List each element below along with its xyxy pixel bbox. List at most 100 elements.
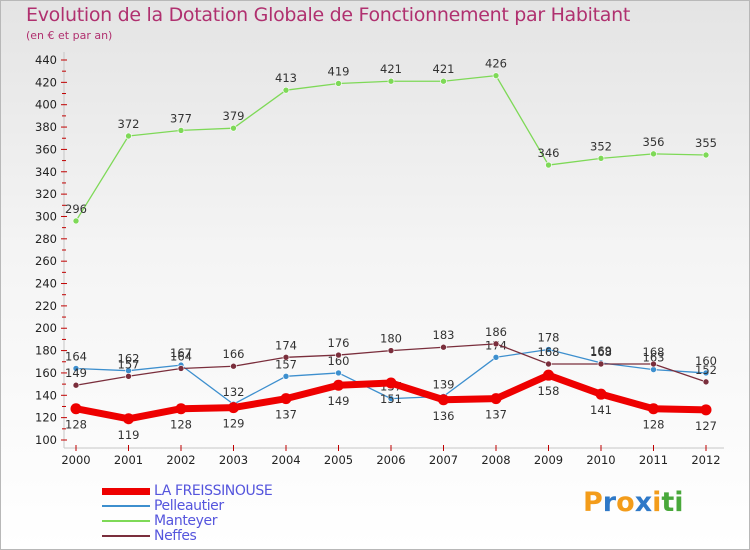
data-point: [282, 86, 290, 94]
data-point: [490, 393, 502, 405]
data-point: [702, 151, 710, 159]
y-tick-label: 420: [35, 75, 57, 89]
data-point: [387, 347, 395, 354]
data-point: [702, 378, 710, 386]
proxiti-logo: Proxiti: [583, 487, 684, 518]
data-label: 346: [538, 146, 560, 160]
y-tick-label: 300: [35, 209, 57, 223]
data-point: [333, 379, 344, 391]
data-label: 157: [118, 357, 140, 371]
data-label: 176: [328, 336, 350, 350]
y-tick-label: 160: [35, 366, 57, 380]
data-label: 180: [380, 332, 402, 346]
data-label: 160: [328, 354, 350, 368]
legend-label: Manteyer: [154, 513, 218, 529]
data-label: 421: [380, 62, 402, 76]
line-chart: 100 120 140 160 180 200 220 240 260 280 300 320 340 3…: [35, 52, 724, 467]
x-tick-label: 2001: [114, 453, 143, 467]
data-point: [387, 77, 395, 85]
y-tick-label: 320: [35, 187, 57, 201]
x-tick-label: 2011: [639, 453, 668, 467]
logo-letter: P: [583, 487, 603, 518]
data-point: [650, 366, 657, 373]
data-label: 163: [643, 351, 665, 365]
data-label: 139: [433, 377, 455, 391]
data-point: [70, 403, 82, 415]
data-label: 421: [433, 62, 455, 76]
data-point: [177, 127, 185, 134]
legend-label: LA FREISSINOUSE: [154, 483, 273, 499]
data-label: 128: [643, 418, 665, 432]
data-label: 129: [223, 417, 245, 431]
data-point: [492, 340, 500, 348]
data-label: 137: [485, 408, 507, 422]
data-point: [545, 360, 552, 368]
x-tick-label: 2009: [534, 453, 563, 467]
data-point: [650, 150, 657, 158]
x-tick-label: 2004: [271, 453, 300, 467]
data-point: [335, 351, 342, 359]
data-point: [648, 403, 659, 415]
data-label: 164: [65, 349, 87, 363]
data-label: 152: [695, 363, 717, 377]
data-point: [72, 217, 80, 225]
data-point: [230, 124, 237, 132]
legend-label: Pelleautier: [154, 498, 224, 514]
data-label: 178: [538, 330, 560, 344]
data-label: 136: [433, 409, 455, 423]
x-tick-label: 2006: [376, 453, 405, 467]
data-label: 426: [485, 57, 507, 71]
data-point: [72, 381, 80, 389]
data-label: 149: [65, 366, 87, 380]
data-point: [440, 343, 447, 351]
x-tick-label: 2008: [481, 453, 510, 467]
data-point: [545, 346, 552, 353]
y-tick-label: 240: [35, 277, 57, 291]
legend-swatch: [102, 505, 150, 507]
data-label: 379: [223, 109, 245, 123]
data-label: 127: [695, 419, 717, 433]
data-point: [282, 372, 290, 380]
data-label: 128: [170, 418, 192, 432]
x-tick-label: 2007: [429, 453, 458, 467]
data-label: 168: [590, 345, 612, 359]
data-label: 164: [170, 349, 192, 363]
chart-title: Evolution de la Dotation Globale de Fonc…: [26, 4, 631, 26]
y-tick-label: 220: [35, 299, 57, 313]
data-label: 183: [433, 328, 455, 342]
data-label: 169: [590, 344, 612, 358]
data-point: [597, 155, 605, 162]
data-point: [125, 132, 132, 140]
data-point: [492, 72, 500, 79]
x-tick-label: 2010: [586, 453, 615, 467]
data-point: [282, 353, 290, 361]
logo-letter: t: [661, 487, 675, 518]
data-point: [597, 360, 605, 368]
y-tick-label: 260: [35, 254, 57, 268]
data-label: 186: [485, 325, 507, 339]
y-tick-label: 120: [35, 411, 57, 425]
data-point: [230, 362, 237, 370]
data-label: 132: [223, 385, 245, 399]
data-label: 356: [643, 135, 665, 149]
chart-subtitle: (en € et par an): [26, 29, 113, 42]
data-point: [595, 388, 607, 400]
y-tick-label: 140: [35, 388, 57, 402]
data-point: [335, 80, 342, 87]
data-point: [335, 369, 342, 377]
data-point: [280, 393, 292, 405]
logo-letter: o: [616, 487, 635, 518]
data-label: 168: [643, 345, 665, 359]
logo-letter: r: [602, 487, 617, 518]
y-tick-label: 180: [35, 344, 57, 358]
y-tick-label: 200: [35, 321, 57, 335]
data-point: [440, 77, 447, 85]
x-tick-label: 2002: [166, 453, 195, 467]
data-point: [125, 372, 132, 380]
data-label: 157: [275, 357, 297, 371]
legend-swatch: [102, 488, 150, 495]
data-point: [702, 369, 710, 377]
data-label: 119: [118, 428, 140, 442]
data-label: 141: [590, 403, 612, 417]
